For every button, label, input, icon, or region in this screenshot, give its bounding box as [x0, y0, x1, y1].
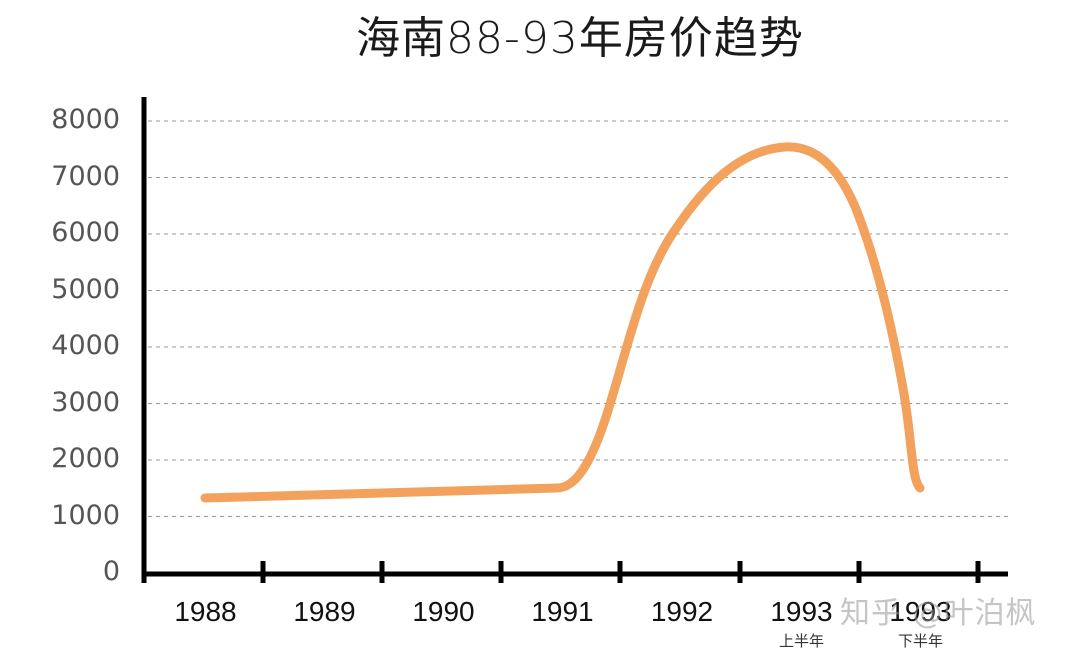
x-tick-sublabel: 上半年: [778, 632, 824, 650]
x-tick-label: 1988: [174, 596, 237, 627]
x-tick-label: 1991: [531, 596, 594, 627]
y-tick-label: 0: [102, 556, 120, 587]
price-trend-line: [200, 142, 925, 503]
y-tick-label: 6000: [51, 217, 120, 248]
y-tick-label: 1000: [51, 499, 120, 531]
y-tick-label: 3000: [51, 386, 120, 418]
watermark: 知乎 @叶泊枫: [840, 596, 1037, 631]
y-tick-label: 5000: [51, 273, 120, 305]
x-tick-label: 1990: [412, 596, 475, 627]
x-tick-sublabel: 下半年: [897, 632, 943, 650]
x-tick-label: 1993: [770, 596, 833, 627]
x-tick-label: 1992: [650, 596, 714, 627]
y-tick-label: 8000: [51, 104, 120, 135]
y-tick-label: 7000: [51, 160, 120, 192]
y-tick-label: 2000: [51, 443, 120, 474]
y-tick-label: 4000: [51, 330, 120, 361]
x-tick-label: 1989: [293, 596, 356, 627]
chart-title: 海南88-93年房价趋势: [356, 13, 804, 64]
x-axis: [141, 561, 1008, 583]
gridlines: [148, 120, 1010, 517]
x-tick-label: 1993: [889, 596, 952, 627]
